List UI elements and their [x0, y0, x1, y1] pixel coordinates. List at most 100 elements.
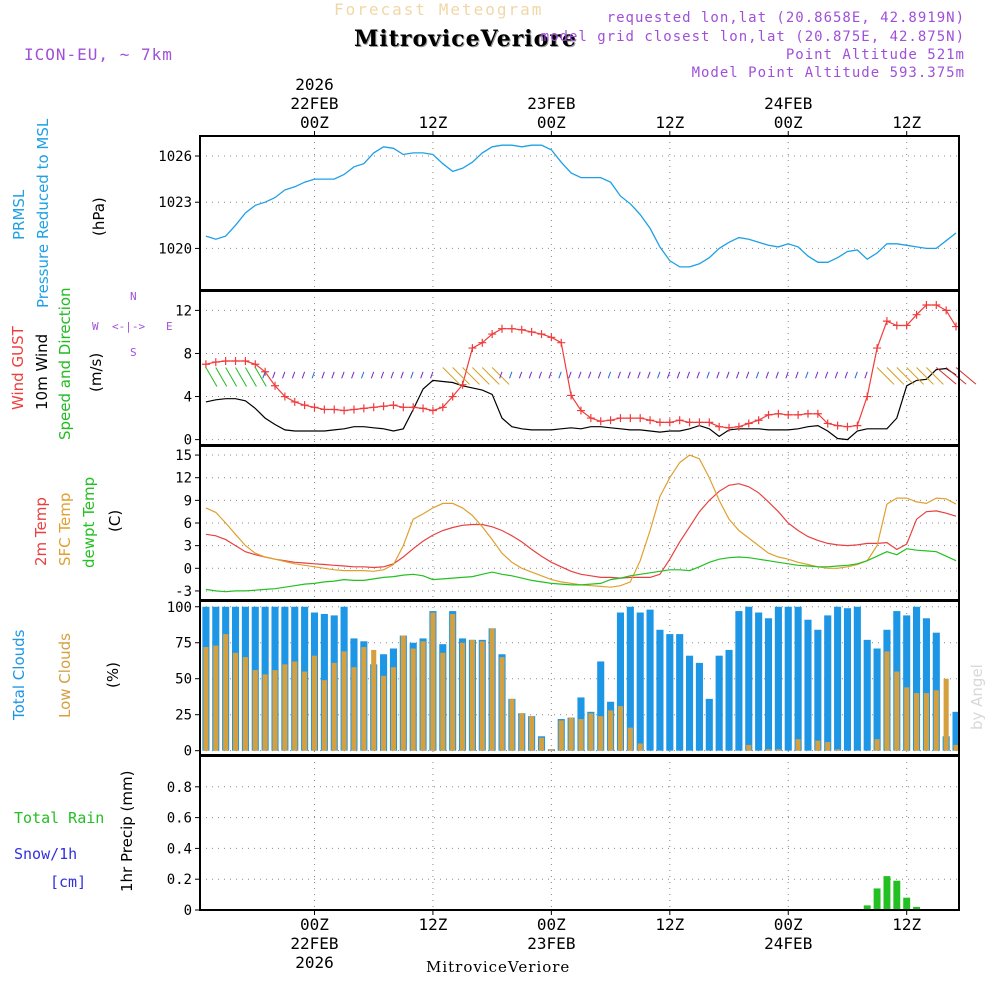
gust-marker — [873, 344, 882, 353]
gust-marker — [389, 401, 398, 410]
low-cloud-bar — [410, 648, 416, 751]
wind-direction-arrow — [716, 371, 720, 379]
wind-direction-arrow — [370, 371, 375, 379]
gust-marker — [547, 333, 556, 342]
low-cloud-bar — [223, 634, 229, 751]
wind-direction-arrow — [481, 367, 500, 385]
y-tick-label: 0.8 — [167, 780, 192, 796]
low-cloud-bar — [440, 652, 446, 751]
low-cloud-bar — [923, 693, 929, 751]
rain-bar — [873, 888, 881, 910]
gust-marker — [695, 418, 704, 427]
gust-marker — [892, 321, 901, 330]
compass-arrows: <-|-> — [112, 320, 146, 333]
y-tick-label: 0.6 — [167, 811, 192, 827]
wind-direction-arrow — [736, 371, 740, 379]
low-cloud-bar — [351, 667, 357, 751]
low-cloud-bar — [341, 651, 347, 751]
low-cloud-bar — [213, 645, 219, 751]
wind-direction-arrow — [765, 371, 769, 379]
low-cloud-bar — [904, 687, 910, 751]
wind-direction-arrow — [578, 371, 582, 379]
total-cloud-bar — [725, 649, 733, 751]
low-cloud-bar — [489, 628, 495, 751]
gust-marker — [863, 392, 872, 401]
low-cloud-bar — [371, 649, 377, 751]
wind-direction-arrow — [726, 371, 730, 379]
model-altitude: Model Point Altitude 593.375m — [691, 65, 965, 81]
gust-marker — [300, 401, 309, 410]
wind-direction-arrow — [805, 371, 809, 379]
y-tick-label: 50 — [175, 672, 192, 688]
wind-direction-arrow — [755, 371, 760, 379]
wind-direction-arrow — [785, 371, 789, 379]
rain-bar — [863, 905, 871, 910]
low-cloud-bar — [637, 743, 643, 751]
gust-marker — [359, 404, 368, 413]
rain-bar — [903, 897, 911, 910]
low-cloud-bar — [558, 720, 564, 751]
gust-marker — [626, 414, 635, 423]
bottom-time-label: 12Z — [418, 915, 447, 934]
wind-direction-arrow — [647, 371, 651, 379]
total-cloud-bar — [784, 606, 792, 751]
panel-frame — [199, 445, 960, 601]
gust-marker — [310, 403, 319, 412]
wind-direction-arrow — [896, 367, 915, 385]
total-cloud-bar — [656, 629, 664, 751]
low-cloud-bar — [450, 613, 456, 751]
wind-direction-arrow — [301, 371, 306, 379]
total-cloud-bar — [903, 615, 911, 751]
gust-marker — [932, 301, 941, 309]
wind-direction-arrow — [225, 367, 238, 387]
wind-direction-arrow — [341, 371, 345, 379]
total-cloud-bar — [952, 711, 960, 751]
station-title: MitroviceVeriore — [354, 26, 577, 52]
low-cloud-bar — [430, 612, 436, 751]
total-cloud-bar — [626, 606, 634, 751]
gust-marker — [438, 403, 447, 412]
y-tick-label: 3 — [184, 539, 192, 555]
y-tick-label: 0.2 — [167, 872, 192, 888]
low-cloud-bar — [617, 706, 624, 751]
low-cloud-bar — [894, 671, 900, 751]
low-cloud-bar — [933, 690, 939, 751]
top-time-label: 2026 — [295, 75, 334, 94]
wind-direction-arrow — [906, 367, 925, 385]
top-time-label: 12Z — [418, 113, 447, 132]
low-cloud-bar — [598, 716, 604, 751]
gust-marker — [428, 406, 437, 415]
low-cloud-bar — [459, 642, 466, 751]
low-cloud-bar — [361, 647, 367, 751]
snow-label: Snow/1h — [14, 845, 78, 863]
wind-direction-arrow — [696, 371, 700, 379]
low-cloud-bar — [252, 670, 258, 751]
total-cloud-bar — [922, 618, 930, 751]
gust-marker — [271, 381, 280, 390]
wind-direction-arrow — [442, 367, 461, 385]
gust-marker — [576, 406, 585, 415]
y-tick-label: 1026 — [158, 149, 192, 165]
total-cloud-bar — [616, 612, 625, 751]
low-cloud-bar — [499, 657, 505, 751]
low-cloud-bar — [765, 749, 772, 751]
wind-direction-arrow — [390, 371, 394, 379]
total-cloud-bar — [764, 618, 773, 751]
wind-direction-arrow — [558, 371, 562, 379]
bottom-time-label: 24FEB — [764, 934, 812, 953]
compass-e: E — [166, 320, 173, 333]
wind-direction-arrow — [945, 367, 967, 385]
wind-direction-arrow — [627, 371, 631, 379]
gust-marker — [340, 406, 349, 415]
y-tick-label: 12 — [175, 303, 192, 319]
total-cloud-bar — [666, 634, 674, 751]
gust-marker — [409, 403, 418, 412]
total-cloud-bar — [676, 634, 684, 751]
y-tick-label: 8 — [184, 346, 192, 362]
gust-marker — [685, 418, 694, 427]
total-cloud-bar — [863, 639, 871, 751]
top-time-label: 12Z — [655, 113, 684, 132]
wind-direction-arrow — [854, 371, 858, 379]
top-time-label: 00Z — [537, 113, 566, 132]
